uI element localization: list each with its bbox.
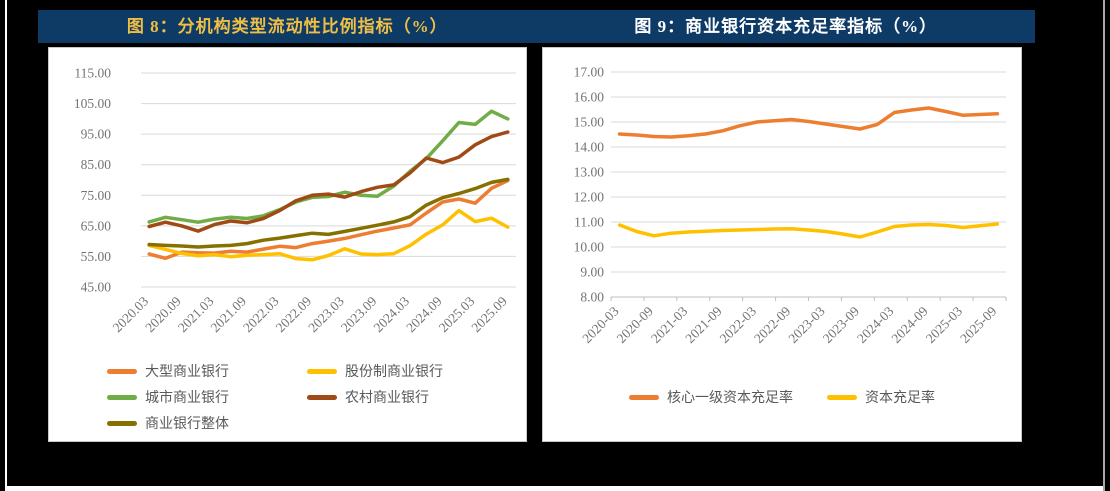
legend-swatch [107,368,137,374]
svg-text:2024-03: 2024-03 [854,303,897,346]
figure-header-bar: 图 8：分机构类型流动性比例指标（%） 图 9：商业银行资本充足率指标（%） [38,10,1035,43]
svg-text:12.00: 12.00 [574,190,605,205]
series-line-0 [617,106,1000,139]
svg-text:15.00: 15.00 [574,115,605,130]
legend-label: 城市商业银行 [145,391,229,406]
legend-label: 股份制商业银行 [345,365,443,380]
legend-label: 大型商业银行 [145,365,229,380]
svg-text:2023.09: 2023.09 [338,293,380,335]
legend-item: 核心一级资本充足率 [629,384,793,410]
legend-swatch [827,394,857,400]
svg-text:2021.03: 2021.03 [175,293,217,335]
legend-swatch [107,394,137,400]
y-axis-tick-labels: 45.00 55.00 65.00 75.00 85.00 95.00 105.00 115.… [74,66,111,295]
legend-label: 商业银行整体 [145,417,229,432]
svg-text:2021.09: 2021.09 [207,293,249,335]
series-line-3 [147,130,510,233]
svg-text:2022-09: 2022-09 [751,303,794,346]
svg-text:11.00: 11.00 [574,215,604,230]
svg-text:65.00: 65.00 [81,218,112,233]
legend-swatch [307,394,337,400]
legend-item: 股份制商业银行 [307,358,507,384]
svg-text:2020-03: 2020-03 [579,303,622,346]
svg-text:16.00: 16.00 [574,90,605,105]
left-edge-line [5,0,7,491]
legend-label: 农村商业银行 [345,391,429,406]
figure8-title: 图 8：分机构类型流动性比例指标（%） [126,17,448,36]
svg-text:2025-09: 2025-09 [957,303,1000,346]
series-line-0 [147,178,510,261]
svg-text:2025.03: 2025.03 [436,293,478,335]
svg-text:2022.03: 2022.03 [240,293,282,335]
right-edge-line [1103,0,1105,491]
svg-text:2024-09: 2024-09 [888,303,931,346]
legend-swatch [629,394,659,400]
bottom-white-strip [7,486,1103,491]
svg-text:2020-09: 2020-09 [614,303,657,346]
svg-text:2024.09: 2024.09 [403,293,445,335]
series-line-2 [147,109,510,224]
svg-text:2022-03: 2022-03 [717,303,760,346]
svg-text:17.00: 17.00 [574,65,605,80]
legend-swatch [107,420,137,426]
svg-text:13.00: 13.00 [574,165,605,180]
svg-text:2023.03: 2023.03 [305,293,347,335]
figure9-chart-card: 8.00 9.00 10.00 11.00 12.00 13.00 14.00 15.00 16… [542,47,1022,442]
figure8-line-chart: 45.00 55.00 65.00 75.00 85.00 95.00 105.00 115.… [74,66,516,335]
series-line-1 [617,222,1000,239]
svg-text:75.00: 75.00 [81,188,112,203]
gridlines [611,71,1006,298]
svg-text:45.00: 45.00 [81,280,112,295]
svg-text:10.00: 10.00 [574,240,605,255]
svg-text:2023-03: 2023-03 [785,303,828,346]
figure8-legend: 大型商业银行 股份制商业银行城市商业银行 农村商业银行商业银行整体 [107,358,507,436]
svg-text:105.00: 105.00 [74,96,111,111]
legend-item: 资本充足率 [827,384,935,410]
svg-text:8.00: 8.00 [580,290,604,305]
svg-text:115.00: 115.00 [74,66,111,81]
figure9-title: 图 9：商业银行资本充足率指标（%） [634,17,938,36]
legend-item: 城市商业银行 [107,384,307,410]
x-axis-line [610,296,1007,301]
x-axis-tick-labels: 2020.032020.092021.032021.092022.032022.… [110,293,511,335]
svg-text:14.00: 14.00 [574,140,605,155]
series-line-1 [147,208,510,262]
svg-text:95.00: 95.00 [81,127,112,142]
legend-label: 核心一级资本充足率 [667,391,793,406]
svg-text:2022.09: 2022.09 [273,293,315,335]
legend-swatch [307,368,337,374]
legend-item: 农村商业银行 [307,384,507,410]
svg-text:2021-03: 2021-03 [648,303,691,346]
series-line-4 [147,177,510,249]
svg-text:55.00: 55.00 [81,249,112,264]
svg-text:2020.09: 2020.09 [142,293,184,335]
svg-text:2020.03: 2020.03 [110,293,152,335]
y-axis-tick-labels: 8.00 9.00 10.00 11.00 12.00 13.00 14.00 15.00 16… [574,65,605,305]
figure8-chart-card: 45.00 55.00 65.00 75.00 85.00 95.00 105.00 115.… [48,47,527,442]
legend-item: 大型商业银行 [107,358,307,384]
legend-item: 商业银行整体 [107,410,307,436]
svg-text:2025-03: 2025-03 [923,303,966,346]
svg-text:85.00: 85.00 [81,157,112,172]
x-axis-tick-labels: 2020-032020-092021-032021-092022-032022-… [579,303,999,346]
svg-text:2025.09: 2025.09 [468,293,510,335]
svg-text:2021-09: 2021-09 [682,303,725,346]
figure9-legend: 核心一级资本充足率 资本充足率 [543,384,1021,410]
svg-text:9.00: 9.00 [580,265,604,280]
legend-label: 资本充足率 [865,391,935,406]
svg-text:2023-09: 2023-09 [820,303,863,346]
svg-text:2024.03: 2024.03 [371,293,413,335]
figure9-line-chart: 8.00 9.00 10.00 11.00 12.00 13.00 14.00 15.00 16… [574,65,1007,346]
